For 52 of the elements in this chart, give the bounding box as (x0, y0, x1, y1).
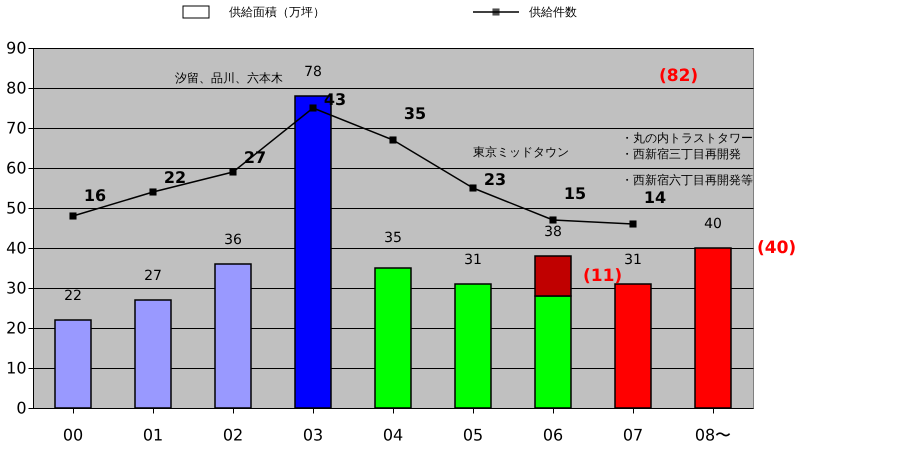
data-label: 23 (484, 170, 506, 189)
y-tick-label: 70 (6, 118, 26, 138)
total-label: 38 (544, 224, 562, 240)
point (469, 184, 477, 192)
total-label: 31 (624, 252, 642, 268)
legend-label: 供給面積（万坪） (229, 5, 325, 19)
total-label: 36 (224, 232, 242, 248)
y-tick-label: 50 (6, 198, 26, 218)
y-tick-label: 0 (16, 398, 26, 418)
x-tick-label: 04 (382, 426, 404, 444)
annotation: (11) (583, 266, 622, 286)
total-label: 27 (144, 268, 162, 284)
annotation: 汐留、品川、六本木 (175, 71, 283, 85)
point (229, 168, 237, 176)
x-tick-label: 01 (142, 426, 164, 444)
data-label: 22 (164, 168, 186, 187)
y-tick-label: 40 (6, 238, 26, 258)
total-label: 35 (384, 230, 402, 246)
y-tick-label: 80 (6, 78, 26, 98)
y-tick-label: 30 (6, 278, 26, 298)
legend-label: 供給件数 (529, 5, 577, 19)
point (549, 216, 557, 224)
point (629, 220, 637, 228)
y-tick-label: 90 (6, 38, 26, 58)
data-label: 15 (564, 184, 586, 203)
x-tick-label: 02 (222, 426, 244, 444)
annotation: 東京ミッドタウン (473, 145, 569, 159)
x-tick-label: 00 (62, 426, 84, 444)
annotation: (40) (757, 238, 796, 258)
annotation: ・丸の内トラストタワー (621, 131, 753, 145)
x-tick-label: 08〜 (694, 426, 732, 444)
total-label: 31 (464, 252, 482, 268)
total-label: 22 (64, 288, 82, 304)
x-tick-label: 07 (622, 426, 644, 444)
y-tick-label: 60 (6, 158, 26, 178)
y-tick-label: 10 (6, 358, 26, 378)
point (389, 136, 397, 144)
point (149, 188, 157, 196)
point (309, 104, 317, 112)
data-label: 16 (84, 186, 106, 205)
x-tick-label: 03 (302, 426, 324, 444)
y-tick-label: 20 (6, 318, 26, 338)
x-tick-label: 05 (462, 426, 484, 444)
total-label: 78 (304, 64, 322, 80)
annotation: ・西新宿三丁目再開発 (621, 147, 741, 161)
data-label: 14 (644, 188, 666, 207)
point (69, 212, 77, 220)
total-label: 40 (704, 216, 722, 232)
annotation: (82) (659, 66, 698, 86)
x-tick-label: 06 (542, 426, 564, 444)
annotation: ・西新宿六丁目再開発等 (621, 173, 753, 187)
data-label: 35 (404, 104, 426, 123)
